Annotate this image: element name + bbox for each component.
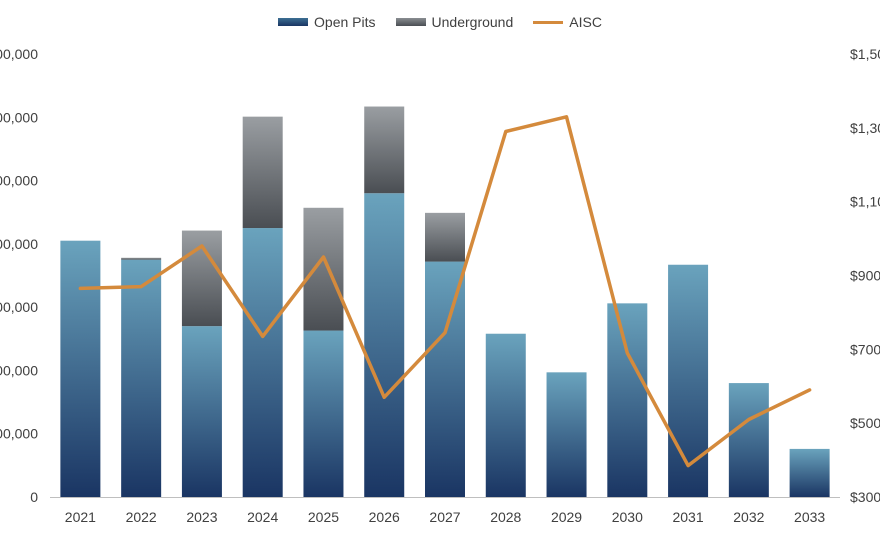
bar-open-pits-2024 [242,228,283,498]
right-tick-label: $700 [850,341,880,357]
legend-label-underground: Underground [431,14,514,30]
bar-open-pits-2033 [789,448,830,497]
x-axis: 2021 2022 2023 2024 2025 2026 2027 2028 2029 2030… [65,509,826,525]
legend-item-aisc: AISC [533,14,602,30]
bar-open-pits-2032 [728,383,769,497]
bar-open-pits-2028 [485,333,526,497]
bar-open-pits-2023 [181,326,222,497]
legend-swatch-underground [395,18,426,26]
x-tick-label: 2029 [551,509,582,525]
x-tick-label: 2033 [794,509,825,525]
bar-open-pits-2030 [607,303,648,497]
legend-swatch-aisc [533,20,564,24]
x-tick-label: 2022 [126,509,157,525]
bar-open-pits-2021 [60,240,101,497]
bar-open-pits-2025 [303,330,344,497]
x-tick-label: 2030 [612,509,643,525]
right-tick-label: $500 [850,415,880,431]
legend-label-open-pits: Open Pits [314,14,376,30]
legend-label-aisc: AISC [569,14,602,30]
legend-item-open-pits: Open Pits [278,14,376,30]
right-tick-label: $300 [850,489,880,505]
legend-swatch-open-pits [278,18,309,26]
x-tick-label: 2025 [308,509,339,525]
right-tick-label: $1,500 [850,46,880,62]
x-tick-label: 2032 [733,509,764,525]
bar-open-pits-2026 [364,193,405,497]
x-tick-label: 2026 [369,509,400,525]
bar-open-pits-2029 [546,372,587,497]
left-tick-label: 400,000 [0,236,38,252]
right-tick-label: $1,300 [850,120,880,136]
x-tick-label: 2031 [672,509,703,525]
bar-open-pits-2031 [668,264,709,497]
bar-open-pits-2022 [121,259,162,497]
x-tick-label: 2021 [65,509,96,525]
x-tick-label: 2024 [247,509,278,525]
left-tick-label: 500,000 [0,173,38,189]
bar-underground-2022 [121,257,162,260]
bars-layer [60,106,830,498]
bar-underground-2026 [364,106,405,194]
left-tick-label: 300,000 [0,299,38,315]
x-tick-label: 2028 [490,509,521,525]
left-tick-label: 200,000 [0,362,38,378]
legend-item-underground: Underground [395,14,514,30]
left-axis: 0 100,000 200,000 300,000 400,000 500,000 600,… [0,46,38,505]
right-axis: $300 $500 $700 $900 $1,100 $1,300 $1,500 [850,46,880,505]
left-tick-label: 700,000 [0,46,38,62]
left-tick-label: 600,000 [0,109,38,125]
right-tick-label: $900 [850,268,880,284]
bar-underground-2027 [425,212,465,262]
right-tick-label: $1,100 [850,194,880,210]
bar-open-pits-2027 [425,261,465,497]
bar-underground-2025 [303,207,344,331]
bar-underground-2024 [242,116,283,229]
x-tick-label: 2023 [186,509,217,525]
left-tick-label: 0 [30,489,38,505]
aisc-line-layer [78,115,812,468]
left-tick-label: 100,000 [0,426,38,442]
x-tick-label: 2027 [429,509,460,525]
legend: Open Pits Underground AISC [0,14,880,30]
